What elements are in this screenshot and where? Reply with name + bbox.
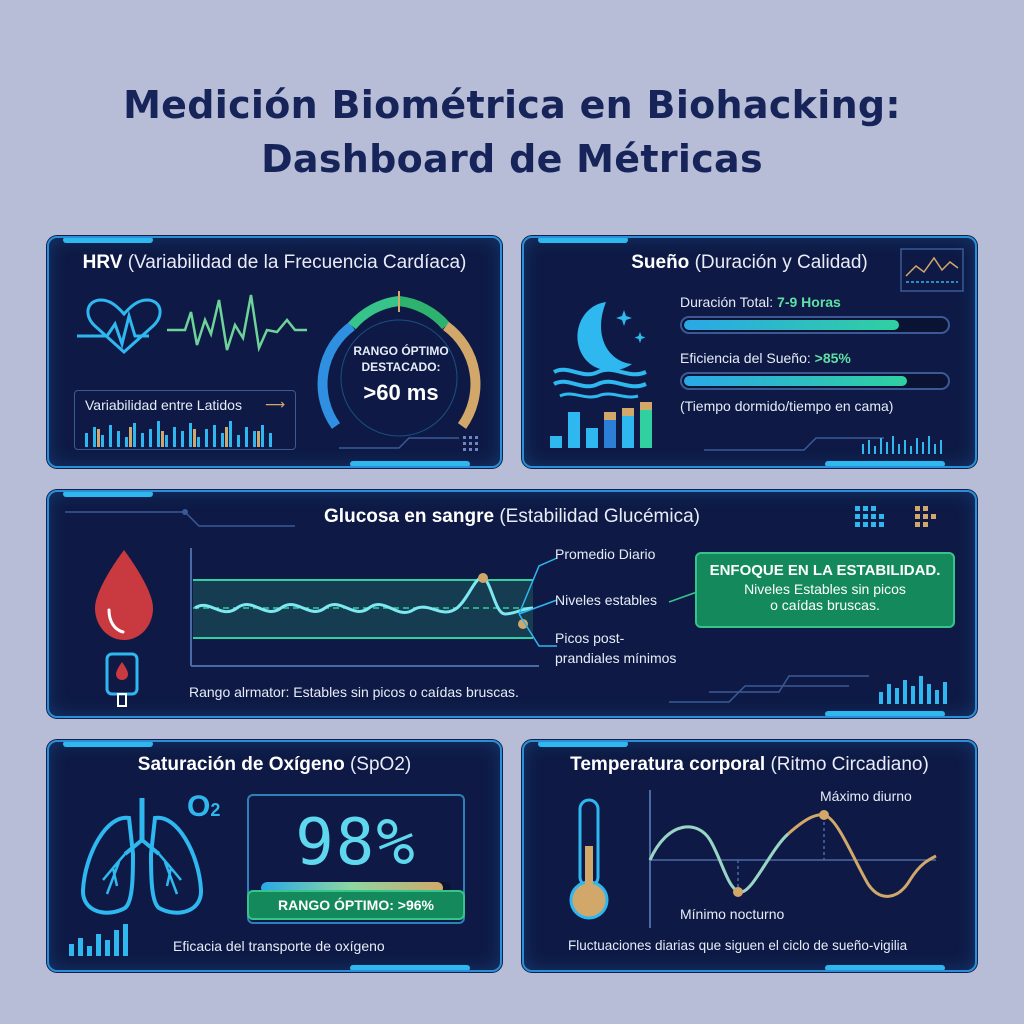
title-line-2: Dashboard de Métricas: [261, 137, 763, 181]
sleep-efficiency-text: Eficiencia del Sueño:: [680, 350, 811, 366]
spo2-title-sub: (SpO2): [349, 754, 412, 775]
glucose-title: Glucosa en sangre (Estabilidad Glucémica…: [49, 506, 975, 528]
sleep-duration-value: 7-9 Horas: [777, 294, 841, 310]
blood-drop-icon: [95, 550, 153, 640]
temperature-panel: Temperatura corporal (Ritmo Circadiano) …: [522, 740, 977, 972]
hrv-variability-box: Variabilidad entre Latidos ⟶: [74, 390, 296, 450]
sleep-bars: [550, 402, 652, 448]
spo2-title-bold: Saturación de Oxígeno: [137, 754, 345, 775]
glucose-range-note: Rango alrmator: Estables sin picos o caí…: [189, 684, 519, 700]
heart-icon: [77, 298, 162, 355]
temperature-title-bold: Temperatura corporal: [570, 754, 766, 775]
temperature-max-label: Máximo diurno: [820, 788, 912, 804]
hrv-title-sub: (Variabilidad de la Frecuencia Cardíaca): [127, 252, 467, 273]
o2-symbol: O2: [187, 790, 220, 824]
hrv-title-bold: HRV: [82, 252, 123, 273]
spo2-optimal-badge: RANGO ÓPTIMO: >96%: [247, 890, 465, 920]
hrv-bars: [85, 421, 272, 447]
hrv-gauge-value: >60 ms: [363, 380, 439, 405]
glucometer-icon: [105, 652, 139, 707]
spo2-title: Saturación de Oxígeno (SpO2): [49, 754, 500, 776]
circuit-decoration: [339, 436, 478, 451]
page-title: Medición Biométrica en Biohacking: Dashb…: [0, 78, 1024, 186]
sleep-note: (Tiempo dormido/tiempo en cama): [680, 398, 894, 414]
spo2-note: Eficacia del transporte de oxígeno: [173, 938, 385, 954]
circuit-decoration: [704, 436, 942, 454]
hrv-gauge: [317, 291, 481, 437]
temperature-title-sub: (Ritmo Circadiano): [770, 754, 929, 775]
temperature-min-label: Mínimo nocturno: [680, 906, 785, 922]
sleep-title-bold: Sueño: [631, 252, 690, 273]
glucose-chart: [190, 548, 539, 667]
sleep-title-sub: (Duración y Calidad): [694, 252, 868, 273]
glucose-title-bold: Glucosa en sangre: [324, 506, 495, 527]
temperature-title: Temperatura corporal (Ritmo Circadiano): [524, 754, 975, 776]
glucose-focus-line-2: o caídas bruscas.: [770, 597, 880, 613]
spo2-bars: [69, 924, 128, 956]
hrv-gauge-label-2: DESTACADO:: [361, 360, 441, 374]
temperature-note: Fluctuaciones diarias que siguen el cicl…: [568, 938, 908, 953]
glucose-callout-peaks-2: prandiales mínimos: [555, 650, 677, 666]
glucose-callout-peaks-1: Picos post-: [555, 630, 625, 646]
sleep-title: Sueño (Duración y Calidad): [524, 252, 975, 274]
hrv-variability-label: Variabilidad entre Latidos: [85, 397, 242, 413]
title-line-1: Medición Biométrica en Biohacking:: [123, 83, 901, 127]
glucose-callout-daily: Promedio Diario: [555, 546, 656, 562]
o2-letter: O: [187, 790, 211, 823]
sleep-panel: Sueño (Duración y Calidad) Duración Tota…: [522, 236, 977, 468]
hrv-panel: HRV (Variabilidad de la Frecuencia Cardí…: [47, 236, 502, 468]
glucose-focus-title: ENFOQUE EN LA ESTABILIDAD.: [709, 562, 941, 579]
sleep-efficiency-value: >85%: [814, 350, 851, 366]
o2-subscript: 2: [210, 800, 221, 820]
glucose-callout-stable: Niveles estables: [555, 592, 657, 608]
hrv-gauge-label-1: RANGO ÓPTIMO: [353, 344, 449, 358]
hrv-title: HRV (Variabilidad de la Frecuencia Cardí…: [49, 252, 500, 274]
circuit-decoration: [669, 675, 947, 704]
spo2-panel: Saturación de Oxígeno (SpO2) O2 98% RANG…: [47, 740, 502, 972]
circuit-decoration: [65, 509, 295, 527]
hrv-wave-icon: [167, 294, 307, 353]
moon-icon: [553, 302, 647, 399]
grid-dots-decoration: [855, 506, 936, 527]
spo2-value: 98%: [295, 806, 417, 880]
arrow-right-icon: ⟶: [265, 396, 286, 412]
glucose-callout-lines: [518, 557, 558, 647]
sleep-duration-label: Duración Total: 7-9 Horas: [680, 294, 841, 310]
glucose-title-sub: (Estabilidad Glucémica): [499, 506, 700, 527]
sleep-efficiency-bar: [680, 372, 950, 390]
glucose-focus-box: ENFOQUE EN LA ESTABILIDAD. Niveles Estab…: [695, 552, 955, 628]
mini-chart-icon: [900, 248, 964, 292]
thermometer-icon: [569, 798, 609, 920]
spo2-display-box: 98%: [247, 794, 465, 924]
glucose-focus-connector: [668, 591, 698, 603]
temperature-chart: [648, 790, 937, 928]
sleep-duration-bar: [680, 316, 950, 334]
sleep-duration-text: Duración Total:: [680, 294, 774, 310]
glucose-focus-line-1: Niveles Estables sin picos: [744, 581, 906, 597]
sleep-duration-fill: [684, 320, 899, 330]
lungs-icon: [80, 798, 204, 915]
sleep-efficiency-fill: [684, 376, 907, 386]
sleep-efficiency-label: Eficiencia del Sueño: >85%: [680, 350, 851, 366]
glucose-panel: Glucosa en sangre (Estabilidad Glucémica…: [47, 490, 977, 718]
